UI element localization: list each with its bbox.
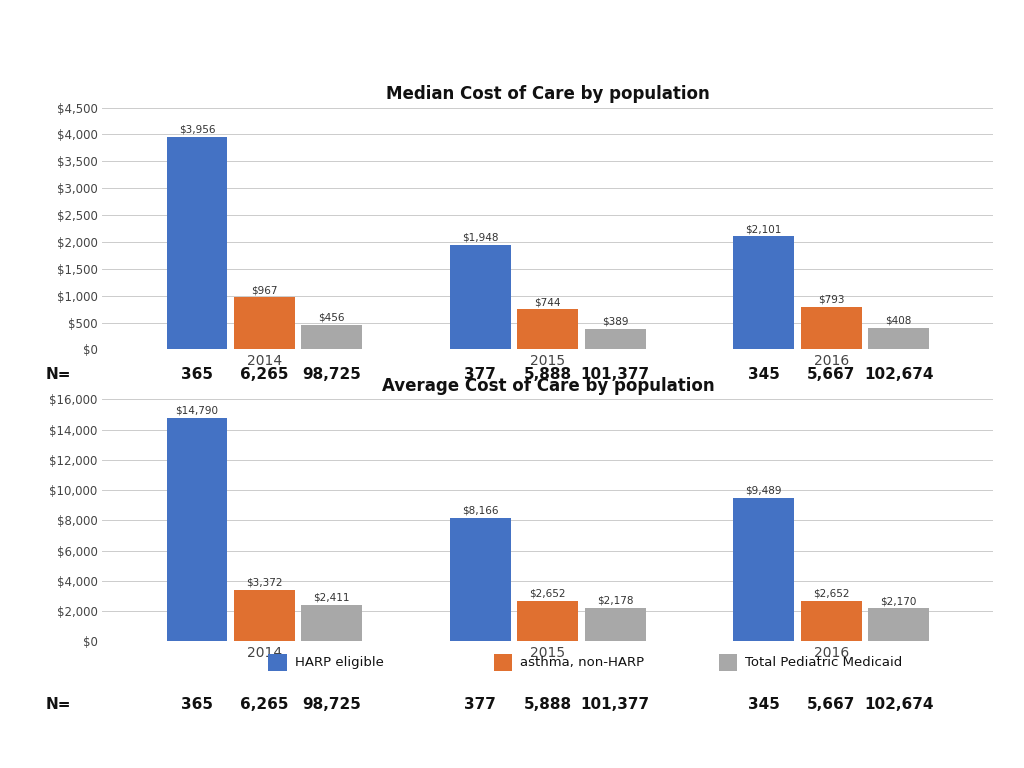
Text: $3,372: $3,372 <box>246 578 283 588</box>
Text: $14,790: $14,790 <box>175 406 218 415</box>
Text: 101,377: 101,377 <box>581 367 650 382</box>
Text: $967: $967 <box>251 285 278 295</box>
Text: $8,166: $8,166 <box>462 505 499 515</box>
Bar <box>301 605 362 641</box>
Text: 98,725: 98,725 <box>302 367 361 382</box>
Bar <box>167 418 227 641</box>
Bar <box>517 310 579 349</box>
Text: N=: N= <box>46 367 72 382</box>
Text: 345: 345 <box>748 367 779 382</box>
Text: 102,674: 102,674 <box>864 367 934 382</box>
Text: asthma, non-HARP: asthma, non-HARP <box>520 656 644 669</box>
Text: $456: $456 <box>318 313 345 323</box>
Bar <box>733 237 795 349</box>
Circle shape <box>545 8 1024 92</box>
Bar <box>234 297 295 349</box>
Text: $2,411: $2,411 <box>313 592 350 602</box>
Text: N=: N= <box>46 697 72 712</box>
FancyBboxPatch shape <box>719 654 737 671</box>
Title: Median Cost of Care by population: Median Cost of Care by population <box>386 85 710 103</box>
Text: 102,674: 102,674 <box>864 697 934 712</box>
Text: 101,377: 101,377 <box>581 697 650 712</box>
Text: 6,265: 6,265 <box>241 697 289 712</box>
Text: $1,948: $1,948 <box>462 232 499 242</box>
Text: 345: 345 <box>748 697 779 712</box>
Bar <box>868 327 929 349</box>
Bar <box>801 306 861 349</box>
Text: Total Pediatric Medicaid: Total Pediatric Medicaid <box>745 656 903 669</box>
Bar <box>450 518 511 641</box>
Text: 5,667: 5,667 <box>807 697 855 712</box>
Text: 5,667: 5,667 <box>807 367 855 382</box>
Bar <box>234 591 295 641</box>
Text: HARP eligible: HARP eligible <box>295 656 384 669</box>
Text: 5,888: 5,888 <box>524 367 571 382</box>
Title: Average Cost of Care by population: Average Cost of Care by population <box>382 377 714 395</box>
Text: $2,101: $2,101 <box>745 224 782 234</box>
Text: $2,178: $2,178 <box>597 596 634 606</box>
Text: $793: $793 <box>818 294 845 304</box>
Bar <box>801 601 861 641</box>
Text: $3,956: $3,956 <box>178 124 215 134</box>
Text: $2,652: $2,652 <box>529 589 566 599</box>
Bar <box>450 245 511 349</box>
FancyBboxPatch shape <box>268 654 287 671</box>
Bar <box>868 608 929 641</box>
Text: 365: 365 <box>181 697 213 712</box>
Text: $2,170: $2,170 <box>881 596 916 606</box>
Text: 98,725: 98,725 <box>302 697 361 712</box>
Text: $408: $408 <box>886 315 912 325</box>
Text: 5,888: 5,888 <box>524 697 571 712</box>
Text: 377: 377 <box>465 697 497 712</box>
Text: 6,265: 6,265 <box>241 367 289 382</box>
Text: 365: 365 <box>181 367 213 382</box>
Bar <box>301 325 362 349</box>
FancyBboxPatch shape <box>494 654 512 671</box>
Text: $9,489: $9,489 <box>745 485 782 495</box>
Bar <box>585 329 646 349</box>
Bar <box>585 608 646 641</box>
Text: $2,652: $2,652 <box>813 589 850 599</box>
Bar <box>517 601 579 641</box>
Text: $389: $389 <box>602 316 629 326</box>
Text: 377: 377 <box>465 367 497 382</box>
Text: $744: $744 <box>535 297 561 307</box>
Text: Asthma Costs in Medicaid: Asthma Costs in Medicaid <box>41 32 667 78</box>
Bar <box>167 137 227 349</box>
Bar <box>733 498 795 641</box>
